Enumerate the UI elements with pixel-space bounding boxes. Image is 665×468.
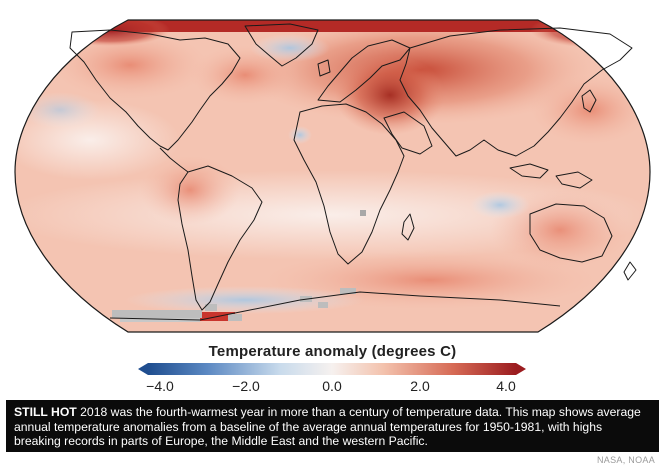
africa-outline: [293, 103, 405, 265]
indonesia-outline: [509, 163, 549, 179]
world-map-svg: [14, 19, 651, 333]
legend-gradient-bar: [148, 363, 516, 375]
legend-tick-label: 0.0: [322, 378, 342, 394]
greenland-outline: [244, 23, 319, 67]
caption-headline: STILL HOT: [14, 405, 77, 419]
arabia-outline: [383, 111, 433, 155]
legend-left-arrow: [138, 363, 148, 375]
central-america-outline: [159, 147, 189, 173]
coastlines: [69, 23, 637, 321]
legend-title: Temperature anomaly (degrees C): [208, 343, 457, 360]
antarctica-outline: [109, 291, 561, 321]
australia-outline: [529, 203, 613, 263]
anomaly-field: [15, 20, 650, 332]
caption-box: STILL HOT 2018 was the fourth-warmest ye…: [6, 400, 659, 452]
new-zealand-outline: [623, 261, 637, 281]
british-isles-outline: [317, 59, 331, 77]
new-guinea-outline: [555, 171, 593, 189]
legend-tick-label: −2.0: [232, 378, 260, 394]
madagascar-outline: [401, 213, 415, 241]
legend-right-arrow: [516, 363, 526, 375]
legend-tick-label: 4.0: [496, 378, 516, 394]
north-america-outline: [69, 29, 241, 151]
japan-outline: [581, 89, 597, 113]
legend-tick-label: −4.0: [146, 378, 174, 394]
legend-colorbar-svg: [138, 363, 526, 375]
caption-body: 2018 was the fourth-warmest year in more…: [14, 405, 641, 449]
image-credit: NASA, NOAA: [596, 455, 655, 465]
legend-tick-label: 2.0: [410, 378, 430, 394]
anomaly-map: [14, 19, 651, 333]
legend-colorbar: [138, 362, 526, 375]
asia-outline: [399, 27, 633, 157]
south-america-outline: [177, 165, 263, 311]
